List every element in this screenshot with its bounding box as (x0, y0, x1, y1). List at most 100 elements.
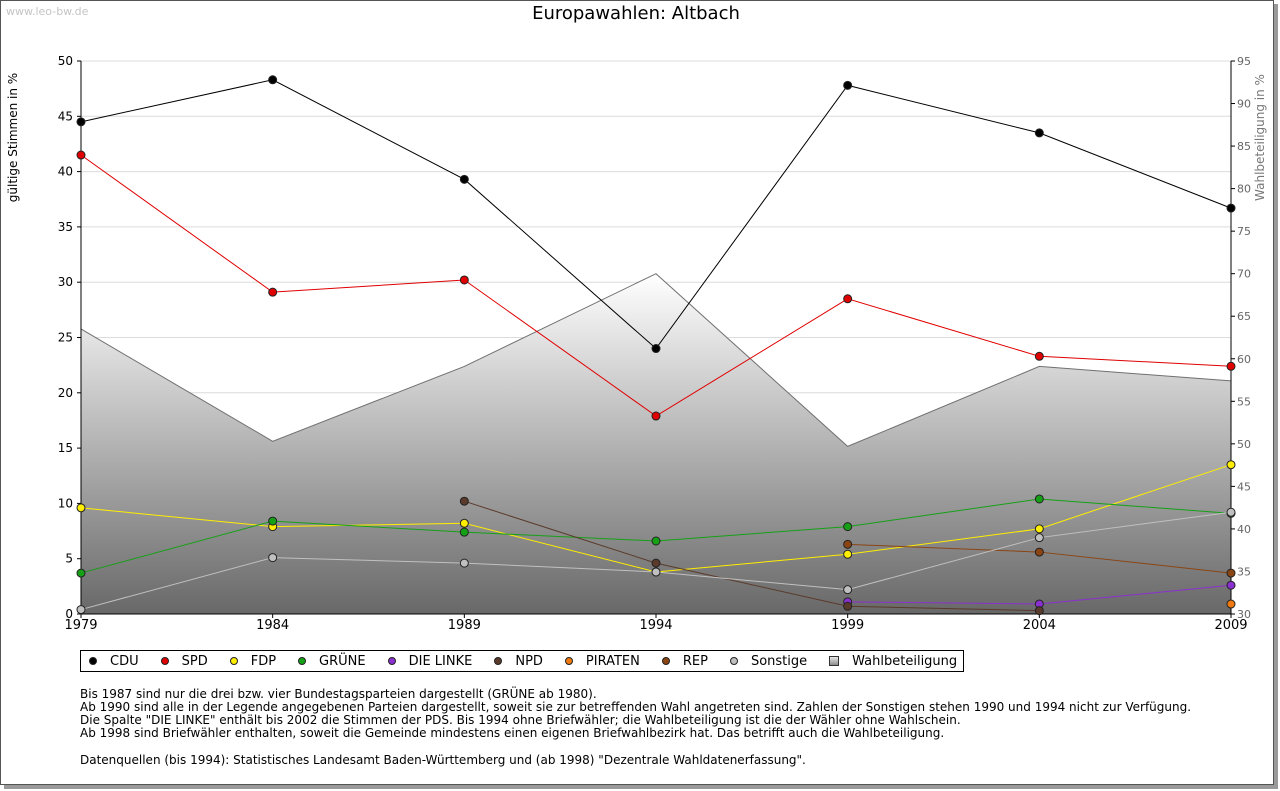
y2-tick-label: 35 (1237, 565, 1251, 578)
footnote-line: Ab 1998 sind Briefwähler enthalten, sowe… (80, 726, 945, 740)
data-point (651, 567, 661, 577)
x-tick-label: 1994 (639, 618, 672, 633)
data-point (843, 585, 853, 595)
footnote-line: Ab 1990 sind alle in der Legende angegeb… (80, 700, 1192, 714)
turnout-line (80, 273, 1232, 447)
data-point (1226, 568, 1236, 578)
y-tick-label: 30 (58, 275, 73, 289)
y-tick-label: 50 (58, 54, 73, 68)
data-point (843, 601, 853, 611)
data-point (76, 117, 86, 127)
y2-tick-label: 70 (1237, 268, 1251, 281)
y-tick-label: 10 (58, 496, 73, 510)
data-point (76, 503, 86, 513)
dot-marker-icon (494, 657, 503, 665)
data-point (459, 496, 469, 506)
x-tick-label: 2009 (1214, 618, 1247, 633)
data-point (843, 549, 853, 559)
data-point (459, 527, 469, 537)
x-tick-label: 2004 (1023, 618, 1056, 633)
legend-label: Wahlbeteiligung (852, 653, 958, 669)
y2-tick-label: 60 (1237, 353, 1251, 366)
dot-marker-icon (564, 657, 573, 665)
y2-axis-label: Wahlbeteiligung in % (1253, 74, 1267, 201)
data-point (843, 539, 853, 549)
legend-label: REP (682, 653, 708, 669)
data-point (459, 174, 469, 184)
legend-label: FDP (250, 653, 277, 669)
legend-label: PIRATEN (585, 653, 640, 669)
legend-label: GRÜNE (319, 653, 366, 669)
y-axis-label: gültige Stimmen in % (6, 73, 20, 202)
y2-tick-label: 80 (1237, 183, 1251, 196)
x-tick-label: 1999 (831, 618, 864, 633)
dot-marker-icon (661, 657, 670, 665)
data-point (843, 80, 853, 90)
y2-tick-label: 95 (1237, 55, 1251, 68)
legend-label: CDU (110, 653, 139, 669)
data-point (1226, 507, 1236, 517)
legend-item: Sonstige (729, 653, 808, 669)
legend-item: GRÜNE (298, 654, 366, 669)
data-point (268, 75, 278, 85)
dot-marker-icon (89, 657, 97, 665)
chart-legend: CDU SPD FDP GRÜNE DIE LINKE NPD PIRATEN REP Sons… (80, 650, 965, 672)
legend-item: FDP (229, 653, 277, 669)
legend-item: NPD (494, 654, 543, 669)
dot-marker-icon (387, 657, 396, 665)
data-point (1034, 494, 1044, 504)
dot-marker-icon (160, 657, 169, 665)
data-point (1034, 533, 1044, 543)
legend-item: CDU (89, 654, 139, 669)
y-tick-label: 35 (58, 220, 73, 234)
y2-tick-label: 85 (1237, 140, 1251, 153)
x-tick-label: 1989 (448, 618, 481, 633)
y2-tick-label: 75 (1237, 225, 1251, 238)
x-tick-label: 1979 (64, 618, 97, 633)
dot-marker-icon (229, 657, 238, 665)
legend-label: DIE LINKE (408, 653, 473, 669)
legend-item: SPD (160, 653, 208, 669)
data-point (651, 536, 661, 546)
watermark: www.leo-bw.de (6, 5, 89, 18)
legend-item: Wahlbeteiligung (829, 654, 957, 669)
data-point (76, 568, 86, 578)
data-point (459, 518, 469, 528)
data-point (1226, 599, 1236, 609)
data-point (1226, 580, 1236, 590)
dot-marker-icon (729, 657, 738, 665)
data-point (1034, 351, 1044, 361)
chart-title: Europawahlen: Altbach (532, 3, 740, 24)
data-point (843, 522, 853, 532)
y2-tick-label: 55 (1237, 395, 1251, 408)
data-point (459, 275, 469, 285)
legend-label: SPD (181, 653, 208, 669)
dot-marker-icon (298, 657, 307, 665)
data-point (1226, 361, 1236, 371)
y-tick-label: 20 (58, 386, 73, 400)
footnotes: Bis 1987 sind nur die drei bzw. vier Bun… (80, 688, 1191, 740)
data-point (651, 411, 661, 421)
y-tick-label: 40 (58, 165, 73, 179)
series-line (464, 500, 1040, 612)
x-tick-label: 1984 (256, 618, 289, 633)
y-tick-label: 25 (58, 331, 73, 345)
y2-tick-label: 30 (1237, 608, 1251, 621)
legend-label: Sonstige (750, 653, 808, 669)
data-point (76, 605, 86, 615)
y-tick-label: 0 (65, 607, 73, 621)
y-tick-label: 45 (58, 109, 73, 123)
y2-tick-label: 45 (1237, 480, 1251, 493)
legend-item: REP (661, 653, 708, 669)
y2-tick-label: 65 (1237, 310, 1251, 323)
data-point (843, 294, 853, 304)
square-marker-icon (829, 656, 840, 666)
legend-item: PIRATEN (564, 653, 640, 669)
chart-plot: 0 5 10 15 20 25 30 35 40 45 50 30 35 40 45 50 55 60 65 70 75… (6, 54, 1267, 633)
data-point (459, 558, 469, 568)
data-point (1226, 460, 1236, 470)
data-point (268, 553, 278, 563)
y-tick-label: 15 (58, 441, 73, 455)
data-point (1034, 547, 1044, 557)
turnout-area (81, 273, 1231, 614)
